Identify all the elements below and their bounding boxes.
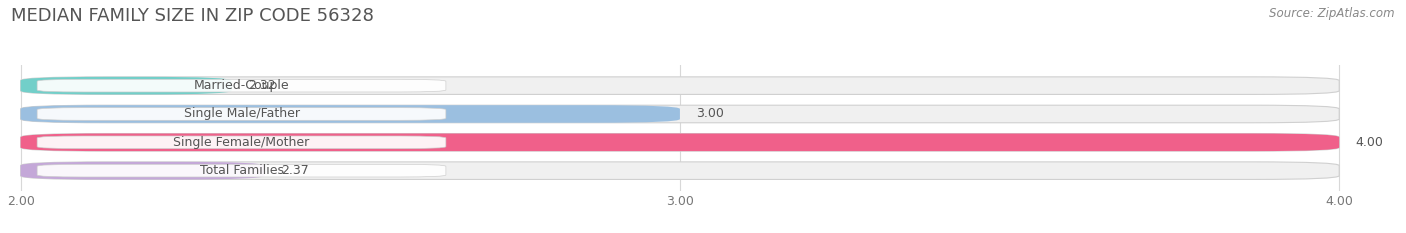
FancyBboxPatch shape (37, 136, 446, 149)
FancyBboxPatch shape (21, 162, 1339, 179)
Text: 3.00: 3.00 (696, 107, 724, 120)
FancyBboxPatch shape (37, 164, 446, 177)
Text: 4.00: 4.00 (1355, 136, 1384, 149)
FancyBboxPatch shape (21, 77, 232, 94)
FancyBboxPatch shape (21, 134, 1339, 151)
FancyBboxPatch shape (21, 162, 264, 179)
FancyBboxPatch shape (21, 77, 1339, 94)
Text: Source: ZipAtlas.com: Source: ZipAtlas.com (1270, 7, 1395, 20)
Text: 2.37: 2.37 (281, 164, 309, 177)
FancyBboxPatch shape (37, 79, 446, 92)
Text: Single Female/Mother: Single Female/Mother (173, 136, 309, 149)
FancyBboxPatch shape (21, 134, 1339, 151)
FancyBboxPatch shape (21, 105, 681, 123)
Text: Married-Couple: Married-Couple (194, 79, 290, 92)
Text: MEDIAN FAMILY SIZE IN ZIP CODE 56328: MEDIAN FAMILY SIZE IN ZIP CODE 56328 (11, 7, 374, 25)
Text: Total Families: Total Families (200, 164, 284, 177)
Text: 2.32: 2.32 (247, 79, 276, 92)
FancyBboxPatch shape (21, 105, 1339, 123)
Text: Single Male/Father: Single Male/Father (184, 107, 299, 120)
FancyBboxPatch shape (37, 108, 446, 120)
